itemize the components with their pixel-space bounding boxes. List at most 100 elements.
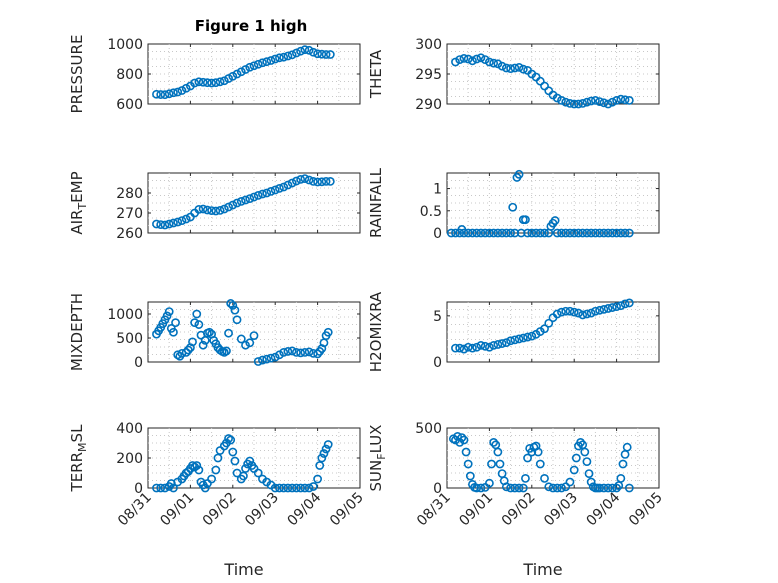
data-point: [586, 228, 596, 238]
data-point: [160, 90, 170, 100]
data-point: [476, 228, 486, 238]
data-point: [321, 176, 331, 186]
data-point: [219, 76, 229, 86]
data-point: [224, 74, 233, 83]
data-point: [557, 307, 566, 317]
data-point: [215, 77, 225, 87]
data-point: [459, 435, 469, 445]
data-point: [192, 309, 202, 319]
x-tick-label: 09/03: [242, 490, 282, 530]
y-tick-label: 600: [116, 97, 143, 113]
data-point: [523, 332, 532, 342]
series-markers: [446, 169, 634, 238]
data-point: [313, 49, 322, 59]
data-point: [162, 311, 172, 321]
data-point: [173, 87, 183, 97]
y-tick-label: 270: [116, 206, 143, 222]
data-point: [253, 59, 263, 69]
data-point: [177, 216, 187, 225]
data-point: [557, 483, 566, 493]
data-point: [599, 483, 609, 493]
data-point: [552, 483, 562, 493]
data-point: [270, 185, 280, 195]
y-tick-label: 260: [116, 226, 143, 242]
y-tick-label: 800: [116, 67, 143, 83]
data-point: [213, 453, 223, 463]
data-point: [228, 71, 238, 81]
data-point: [266, 353, 276, 363]
x-tick-label: 09/02: [200, 490, 240, 530]
data-point: [480, 341, 490, 351]
data-point: [156, 483, 166, 493]
data-point: [451, 228, 460, 238]
data-point: [241, 195, 250, 205]
data-point: [493, 228, 503, 238]
data-point: [574, 99, 583, 109]
data-point: [446, 228, 456, 238]
data-point: [304, 45, 314, 55]
data-point: [169, 88, 178, 98]
series-markers: [451, 298, 634, 354]
y-tick-label: 0: [134, 355, 143, 371]
y-tick-label: 1000: [107, 307, 143, 323]
data-point: [459, 344, 469, 354]
x-axis-label: Time: [522, 560, 562, 579]
series-markers: [152, 299, 333, 366]
data-point: [270, 54, 280, 64]
data-point: [561, 228, 571, 238]
data-point: [313, 349, 322, 359]
data-point: [510, 228, 520, 238]
data-point: [612, 302, 621, 312]
data-point: [315, 461, 325, 470]
data-point: [501, 228, 511, 238]
data-point: [459, 54, 469, 63]
data-point: [291, 48, 301, 58]
subplot-air-temp: 260 270 280 AIRTEMP: [68, 171, 361, 242]
data-point: [544, 482, 554, 492]
data-point: [317, 177, 327, 187]
data-point: [607, 228, 617, 238]
data-point: [300, 483, 310, 493]
series-markers: [451, 53, 634, 109]
y-axis-label: SUNFLUX: [367, 425, 388, 492]
data-point: [576, 437, 585, 447]
data-point: [192, 461, 202, 470]
data-point: [253, 190, 263, 200]
data-point: [283, 180, 293, 190]
data-point: [296, 174, 306, 184]
data-point: [308, 47, 318, 57]
data-point: [279, 347, 289, 357]
data-point: [249, 331, 259, 340]
data-point: [287, 178, 297, 188]
data-point: [451, 343, 460, 353]
data-point: [317, 49, 327, 59]
data-point: [222, 346, 231, 356]
data-point: [624, 298, 634, 308]
y-tick-label: 0: [433, 481, 442, 497]
data-point: [207, 78, 216, 88]
data-point: [476, 483, 486, 493]
data-point: [578, 310, 588, 320]
data-point: [241, 65, 250, 74]
data-point: [194, 465, 204, 475]
subplot-rainfall: 0 0.5 1 RAINFALL: [367, 167, 660, 242]
data-point: [510, 483, 520, 493]
data-point: [514, 169, 524, 179]
data-point: [603, 99, 613, 109]
data-point: [565, 99, 575, 108]
data-point: [258, 58, 267, 68]
data-point: [552, 93, 562, 103]
data-point: [480, 55, 490, 64]
data-point: [245, 338, 255, 348]
data-point: [321, 50, 331, 59]
data-point: [160, 220, 170, 230]
data-point: [612, 96, 621, 105]
data-point: [296, 348, 306, 358]
y-axis-label: TERRMSL: [68, 424, 89, 493]
data-point: [574, 308, 583, 318]
data-point: [323, 440, 333, 449]
data-point: [323, 327, 333, 337]
y-tick-label: 0: [134, 481, 143, 497]
data-point: [275, 350, 284, 360]
